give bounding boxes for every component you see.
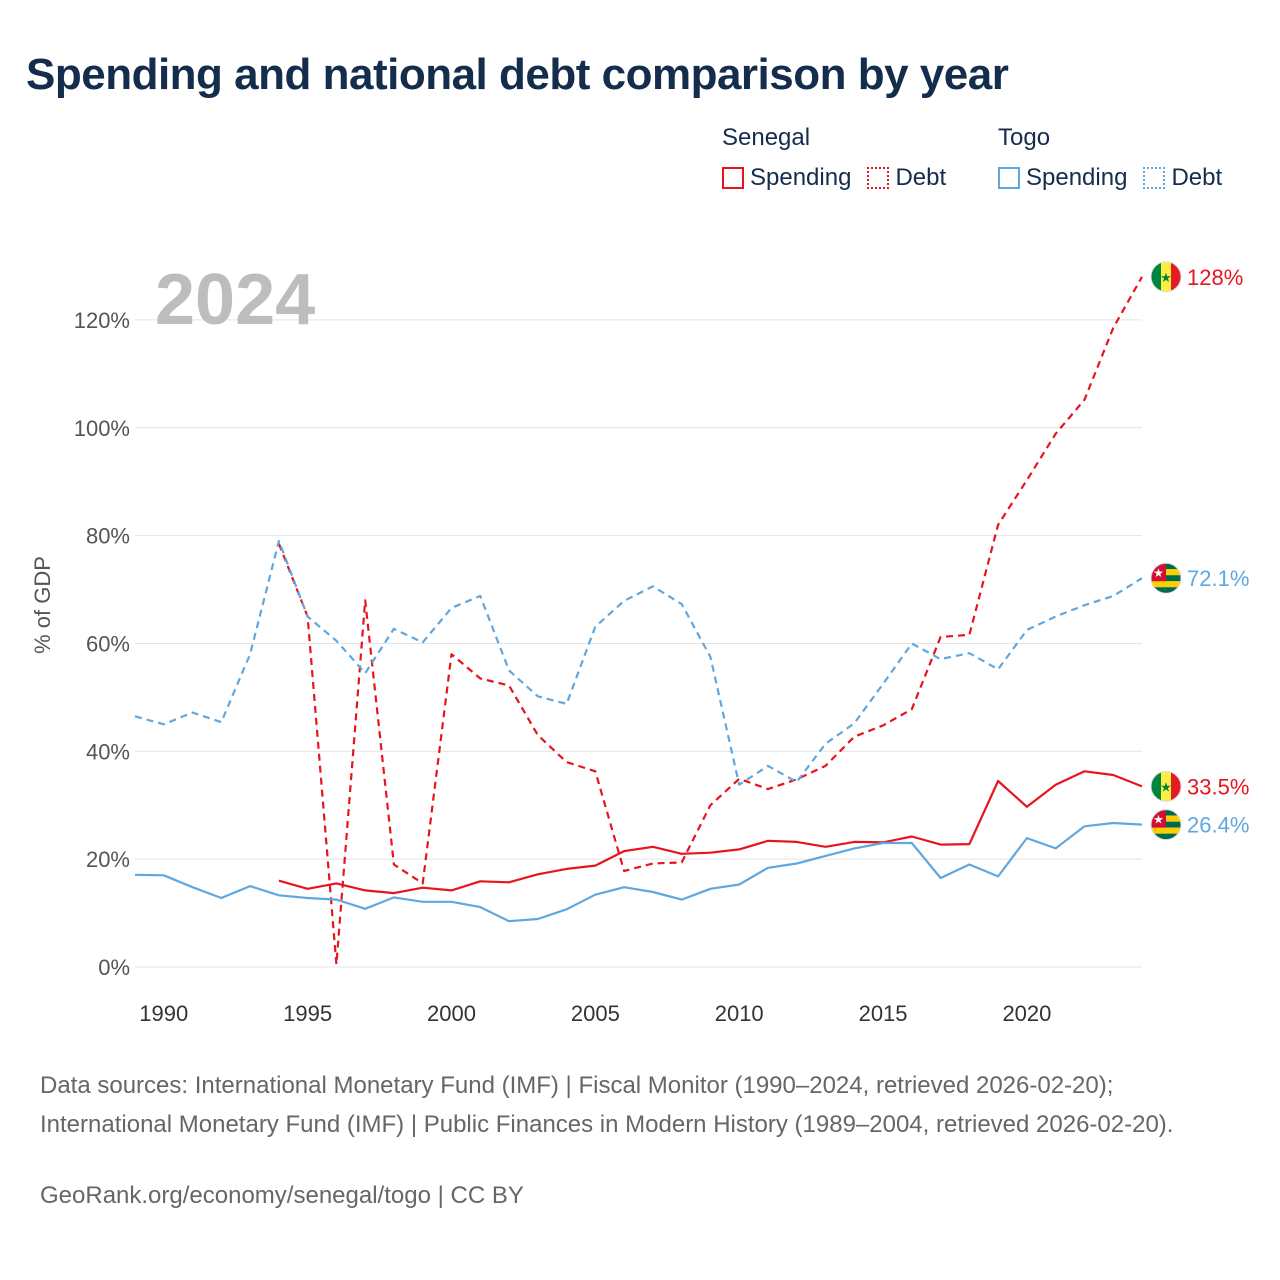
svg-text:★: ★ [1153, 566, 1164, 580]
y-tick-label: 0% [98, 955, 130, 980]
line-chart: 0% 20% 40% 60% 80% 100% 120% 1990 1995 2000 2005 2… [30, 260, 1249, 1026]
legend-label: Spending [1026, 164, 1128, 191]
svg-text:★: ★ [1160, 270, 1172, 285]
svg-text:★: ★ [1160, 779, 1172, 794]
legend-group-senegal: Senegal Spending Debt [722, 124, 946, 192]
legend-swatch-dotted [867, 167, 890, 189]
legend-swatch-dotted [1143, 167, 1166, 189]
x-axis: 1990 1995 2000 2005 2010 2015 2020 [139, 1001, 1051, 1026]
x-tick-label: 2010 [715, 1001, 764, 1026]
y-tick-label: 80% [86, 524, 130, 549]
legend-label: Debt [1171, 164, 1223, 191]
x-tick-label: 2000 [427, 1001, 476, 1026]
series-lines [134, 276, 1143, 966]
legend-swatch-solid [722, 167, 744, 189]
x-tick-label: 2015 [859, 1001, 908, 1026]
x-tick-label: 2005 [571, 1001, 620, 1026]
legend-group-title: Togo [998, 124, 1051, 151]
legend-group-title: Senegal [722, 124, 811, 151]
legend-item-senegal-debt[interactable]: Debt [867, 164, 946, 192]
y-tick-label: 60% [86, 631, 130, 656]
legend-item-senegal-spending[interactable]: Spending [722, 164, 851, 192]
legend-label: Debt [895, 164, 947, 191]
end-value-label: 26.4% [1187, 813, 1249, 838]
source-link[interactable]: GeoRank.org/economy/senegal/togo | CC BY [40, 1182, 524, 1209]
chart-title: Spending and national debt comparison by… [26, 50, 1009, 99]
y-tick-label: 100% [74, 416, 130, 441]
legend-item-togo-debt[interactable]: Debt [1143, 164, 1222, 192]
year-label: 2024 [155, 260, 315, 340]
x-tick-label: 2020 [1002, 1001, 1051, 1026]
end-flags: ★ 33.5% ★ 128% ★ 26.4% ★ 72.1% [1150, 261, 1249, 841]
y-tick-label: 20% [86, 847, 130, 872]
end-value-label: 72.1% [1187, 566, 1249, 591]
series-line[interactable] [278, 770, 1143, 895]
y-axis-label: % of GDP [30, 556, 55, 654]
y-tick-label: 40% [86, 739, 130, 764]
togo-flag-icon: ★ [1150, 562, 1182, 594]
legend-label: Spending [750, 164, 852, 191]
legend-swatch-solid [998, 167, 1020, 189]
togo-flag-icon: ★ [1150, 809, 1182, 841]
series-line[interactable] [134, 539, 1143, 786]
legend-item-togo-spending[interactable]: Spending [998, 164, 1127, 192]
end-value-label: 33.5% [1187, 774, 1249, 799]
x-tick-label: 1995 [283, 1001, 332, 1026]
senegal-flag-icon: ★ [1150, 261, 1182, 293]
y-tick-label: 120% [74, 308, 130, 333]
svg-text:★: ★ [1153, 813, 1164, 827]
y-axis: 0% 20% 40% 60% 80% 100% 120% [74, 308, 130, 980]
series-line[interactable] [277, 276, 1143, 966]
gridlines [135, 319, 1142, 968]
senegal-flag-icon: ★ [1150, 770, 1182, 802]
data-sources: Data sources: International Monetary Fun… [40, 1072, 1174, 1138]
end-value-label: 128% [1187, 265, 1243, 290]
series-line[interactable] [134, 821, 1143, 923]
legend-group-togo: Togo Spending Debt [998, 124, 1222, 192]
x-tick-label: 1990 [139, 1001, 188, 1026]
